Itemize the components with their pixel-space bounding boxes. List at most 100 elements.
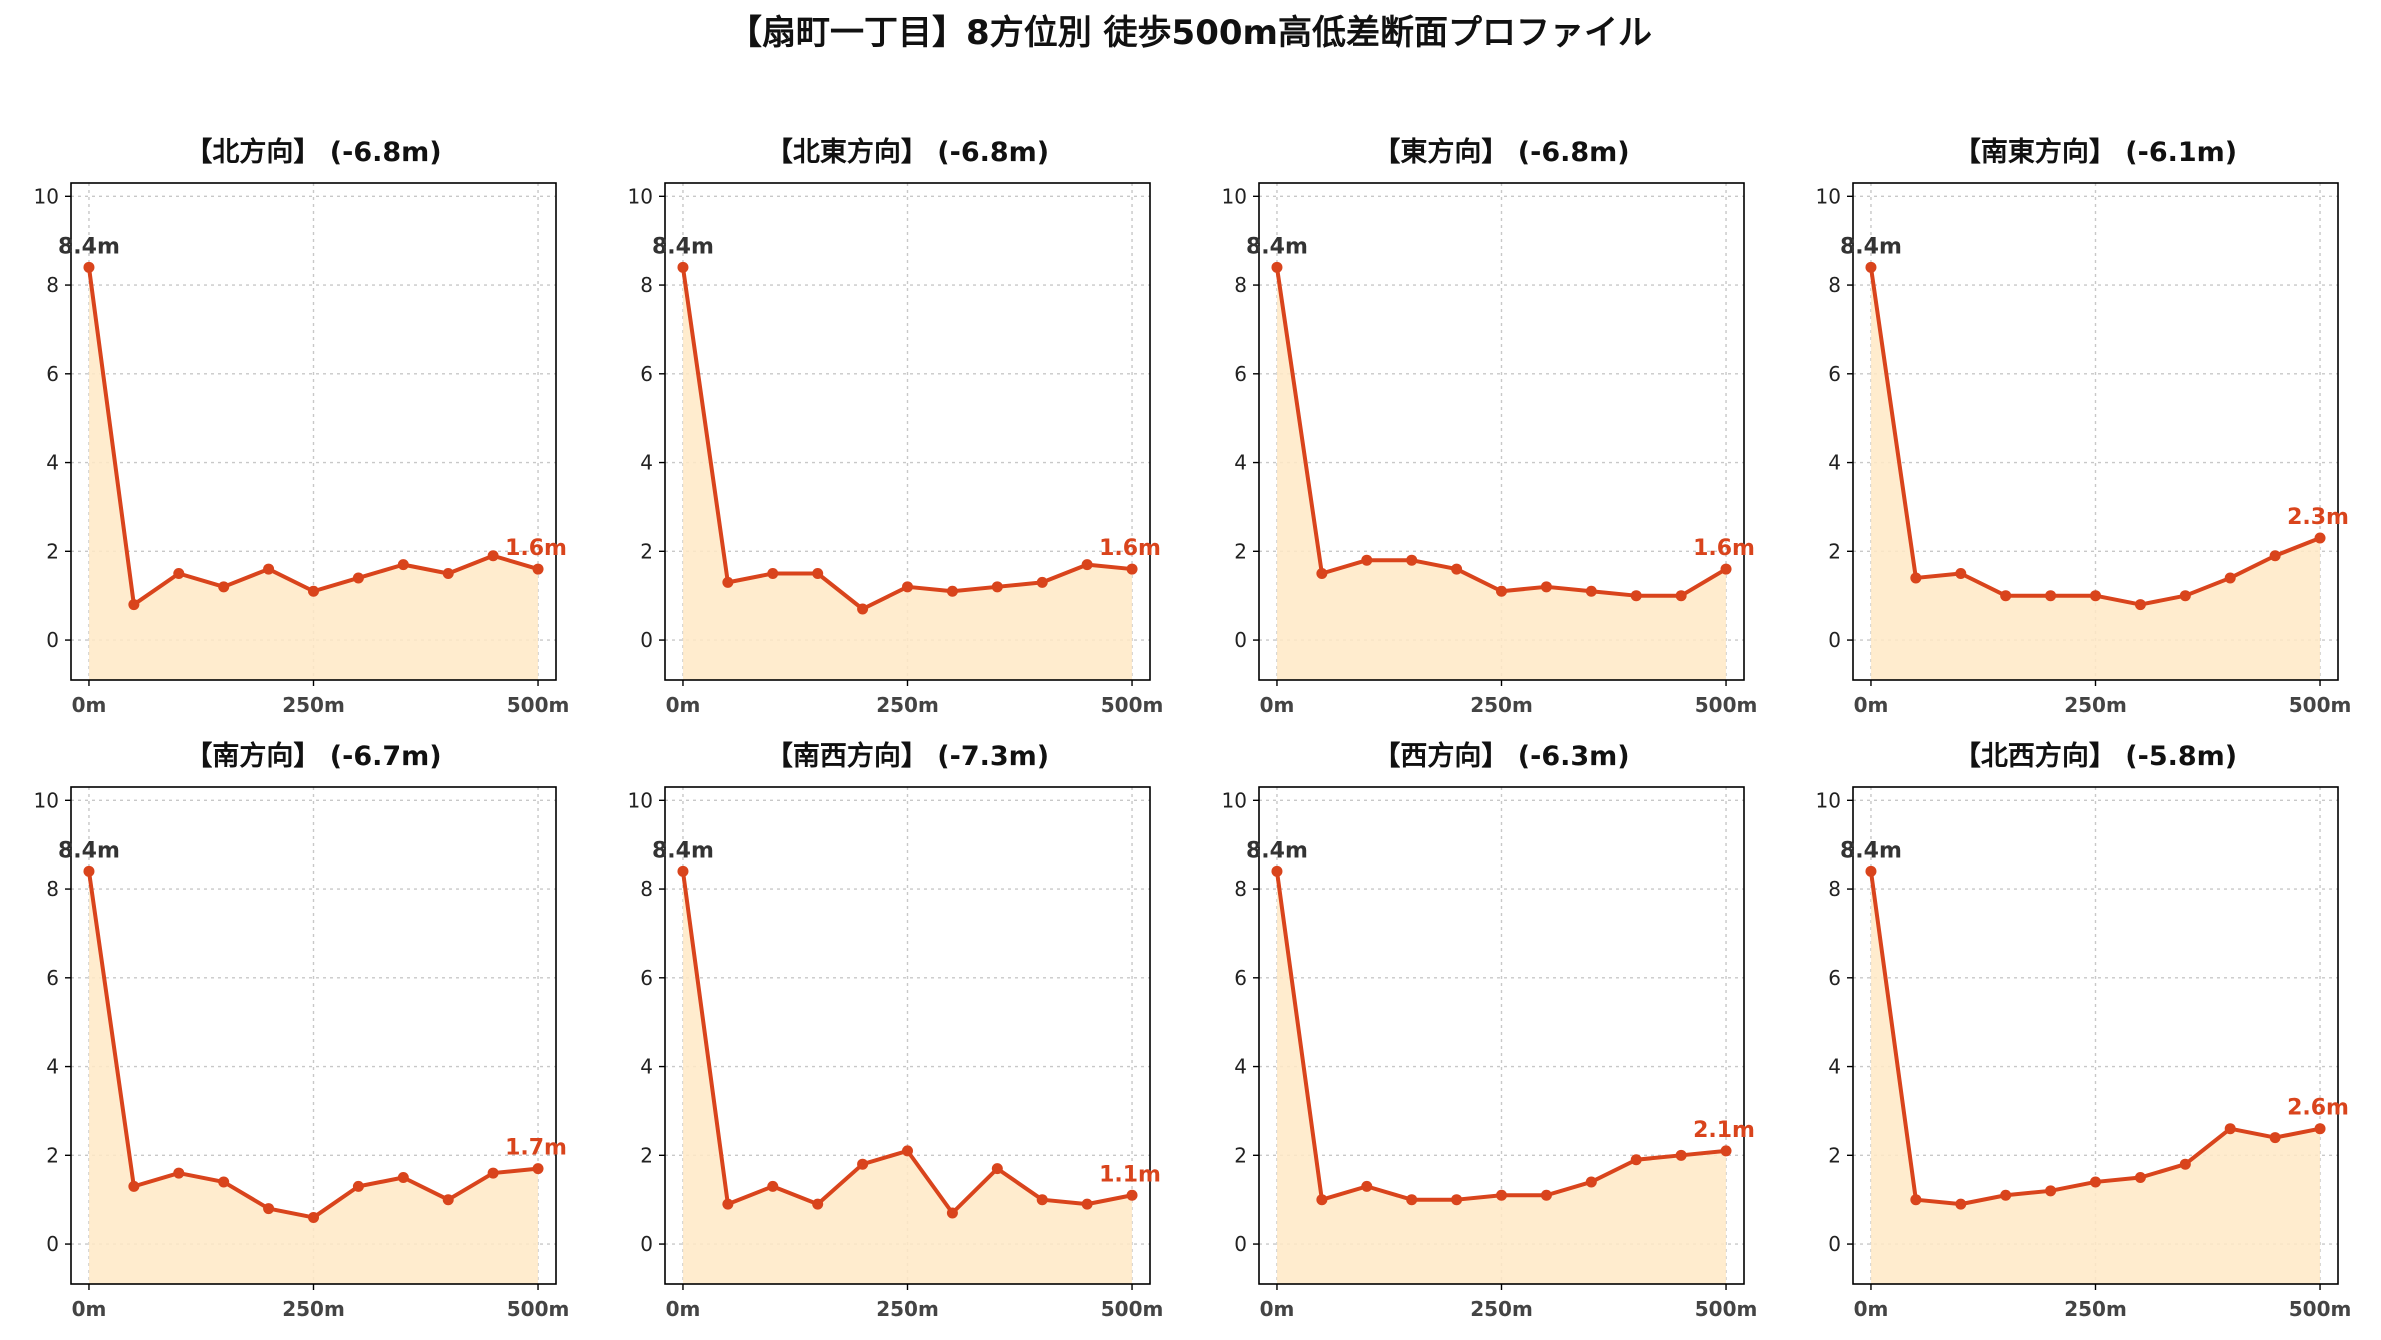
x-tick-label: 500m xyxy=(507,1297,570,1321)
y-tick-label: 6 xyxy=(1828,362,1841,386)
y-tick-label: 2 xyxy=(46,539,59,563)
data-point xyxy=(83,865,95,877)
data-point xyxy=(1271,261,1283,273)
data-point xyxy=(2045,590,2057,602)
profile-area xyxy=(1276,871,1727,1284)
y-tick-label: 0 xyxy=(640,1232,653,1256)
y-tick-label: 10 xyxy=(34,788,59,812)
data-point xyxy=(1406,1194,1418,1206)
profile-area xyxy=(1870,871,2321,1284)
data-point xyxy=(1316,568,1328,579)
panel-6: 【西方向】 (-6.3m) 0 2 4 6 8 10 0m 250m 500m 8.4m 2.1m xyxy=(1222,740,1758,1321)
x-tick-label: 0m xyxy=(1854,693,1889,717)
data-point xyxy=(263,1203,275,1215)
y-tick-label: 2 xyxy=(1828,1143,1841,1167)
data-point xyxy=(767,1180,779,1192)
data-point xyxy=(991,581,1003,593)
data-point xyxy=(1036,1194,1048,1206)
x-tick-label: 0m xyxy=(1854,1297,1889,1321)
data-point xyxy=(1271,865,1283,877)
data-point xyxy=(173,568,185,579)
x-tick-label: 500m xyxy=(2289,693,2352,717)
start-elevation-label: 8.4m xyxy=(1840,838,1902,863)
start-elevation-label: 8.4m xyxy=(1840,234,1902,259)
x-tick-label: 250m xyxy=(876,1297,939,1321)
data-point xyxy=(1496,1189,1507,1201)
panel-title: 【北東方向】 (-6.8m) xyxy=(766,136,1049,168)
y-tick-label: 8 xyxy=(46,877,59,901)
y-tick-label: 0 xyxy=(1234,628,1247,652)
data-point xyxy=(442,1194,454,1206)
data-point xyxy=(1675,590,1687,602)
data-point xyxy=(2134,599,2146,611)
data-point xyxy=(1720,563,1732,575)
panel-title: 【南西方向】 (-7.3m) xyxy=(766,740,1049,772)
profile-area xyxy=(1870,267,2321,680)
data-point xyxy=(487,1167,499,1179)
data-point xyxy=(1316,1194,1328,1206)
data-point xyxy=(2000,590,2012,602)
data-point xyxy=(532,1163,544,1175)
x-tick-label: 0m xyxy=(72,1297,107,1321)
panel-1: 【北東方向】 (-6.8m) 0 2 4 6 8 10 0m 250m 500m 8.4m 1.6m xyxy=(628,136,1164,717)
data-point xyxy=(1081,559,1093,571)
data-point xyxy=(902,581,913,593)
end-elevation-label: 2.1m xyxy=(1693,1118,1755,1143)
data-point xyxy=(218,581,230,593)
data-point xyxy=(902,1145,913,1157)
profile-area xyxy=(88,871,539,1284)
end-elevation-label: 2.6m xyxy=(2287,1096,2349,1121)
y-tick-label: 0 xyxy=(1828,628,1841,652)
data-point xyxy=(722,1198,734,1210)
panel-7: 【北西方向】 (-5.8m) 0 2 4 6 8 10 0m 250m 500m 8.4m 2.6m xyxy=(1816,740,2352,1321)
x-tick-label: 500m xyxy=(1695,1297,1758,1321)
panel-title: 【北方向】 (-6.8m) xyxy=(185,136,441,168)
y-tick-label: 2 xyxy=(640,1143,653,1167)
panel-title: 【南方向】 (-6.7m) xyxy=(185,740,441,772)
data-point xyxy=(722,576,734,588)
y-tick-label: 8 xyxy=(1828,877,1841,901)
data-point xyxy=(442,568,454,579)
data-point xyxy=(1126,1189,1138,1201)
y-tick-label: 6 xyxy=(46,966,59,990)
data-point xyxy=(1630,590,1642,602)
x-tick-label: 250m xyxy=(282,1297,345,1321)
data-point xyxy=(2090,590,2101,602)
panel-4: 【南方向】 (-6.7m) 0 2 4 6 8 10 0m 250m 500m 8.4m 1.7m xyxy=(34,740,570,1321)
data-point xyxy=(1630,1154,1642,1166)
data-point xyxy=(2314,532,2326,544)
panel-grid: 【北方向】 (-6.8m) 0 2 4 6 8 10 0m 250m 500m 8.4m 1.6m 【北… xyxy=(34,136,2352,1321)
panel-title: 【北西方向】 (-5.8m) xyxy=(1954,740,2237,772)
x-tick-label: 500m xyxy=(1101,693,1164,717)
start-elevation-label: 8.4m xyxy=(58,838,120,863)
start-elevation-label: 8.4m xyxy=(1246,838,1308,863)
data-point xyxy=(263,563,275,575)
x-tick-label: 250m xyxy=(876,693,939,717)
x-tick-label: 500m xyxy=(1695,693,1758,717)
data-point xyxy=(2000,1189,2012,1201)
y-tick-label: 10 xyxy=(1816,184,1841,208)
profile-area xyxy=(682,871,1133,1284)
data-point xyxy=(767,568,779,579)
y-tick-label: 4 xyxy=(1828,1055,1841,1079)
data-point xyxy=(1720,1145,1732,1157)
data-point xyxy=(1910,1194,1922,1206)
y-tick-label: 10 xyxy=(1222,184,1247,208)
y-tick-label: 8 xyxy=(640,877,653,901)
data-point xyxy=(397,559,409,571)
y-tick-label: 2 xyxy=(46,1143,59,1167)
y-tick-label: 4 xyxy=(1234,451,1247,475)
y-tick-label: 8 xyxy=(46,273,59,297)
data-point xyxy=(2134,1172,2146,1183)
end-elevation-label: 1.6m xyxy=(505,536,567,561)
data-point xyxy=(352,1180,364,1192)
data-point xyxy=(677,261,689,273)
x-tick-label: 500m xyxy=(1101,1297,1164,1321)
y-tick-label: 10 xyxy=(1222,788,1247,812)
data-point xyxy=(1910,572,1922,584)
x-tick-label: 0m xyxy=(666,693,701,717)
profile-area xyxy=(1276,267,1727,680)
x-tick-label: 250m xyxy=(2064,1297,2127,1321)
y-tick-label: 6 xyxy=(1234,362,1247,386)
